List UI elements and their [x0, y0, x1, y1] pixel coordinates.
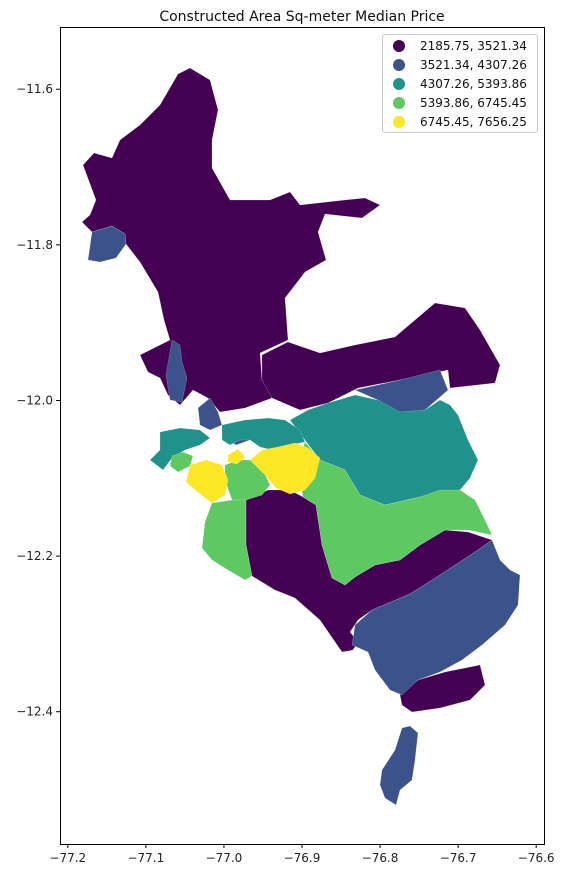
- x-tick-label: −77.1: [127, 851, 164, 865]
- legend-label: 4307.26, 5393.86: [420, 77, 527, 91]
- district-class-4-coast: [201, 499, 253, 581]
- y-tick-label: −11.6: [16, 82, 53, 96]
- y-tick-label: −11.8: [16, 238, 53, 252]
- y-tick-label: −12.4: [16, 705, 53, 719]
- legend-label: 6745.45, 7656.25: [420, 115, 527, 129]
- district-class-5-small: [227, 448, 246, 465]
- district-class-4-southeast: [297, 441, 493, 586]
- district-class-5-center: [249, 442, 321, 495]
- district-class-2-west-enclave: [87, 225, 127, 263]
- x-tick-label: −77.2: [49, 851, 86, 865]
- district-class-1-east: [261, 302, 501, 411]
- x-axis-ticks: −77.2 −77.1 −77.0 −76.9 −76.8 −76.7 −76.6: [49, 844, 555, 865]
- chart-title: Constructed Area Sq-meter Median Price: [159, 9, 444, 25]
- district-class-2-southeast: [351, 539, 521, 696]
- legend-box: [382, 34, 538, 133]
- district-class-3-west: [149, 427, 211, 471]
- legend-marker: [393, 78, 405, 90]
- district-class-5-west: [185, 459, 229, 504]
- district-class-2-north-strip: [165, 339, 188, 403]
- legend-marker: [393, 97, 405, 109]
- district-class-2-far-south: [379, 725, 419, 806]
- legend-marker: [393, 59, 405, 71]
- legend-marker: [393, 40, 405, 52]
- district-class-4-center: [224, 459, 271, 501]
- legend: 2185.75, 3521.34 3521.34, 4307.26 4307.26,…: [382, 34, 538, 133]
- legend-marker: [393, 116, 405, 128]
- y-axis-ticks: −11.6 −11.8 −12.0 −12.2 −12.4: [16, 82, 60, 719]
- legend-label: 3521.34, 4307.26: [420, 58, 527, 72]
- x-tick-label: −76.9: [284, 851, 321, 865]
- x-tick-label: −76.6: [518, 851, 555, 865]
- x-tick-label: −76.8: [362, 851, 399, 865]
- x-tick-label: −76.7: [440, 851, 477, 865]
- legend-label: 5393.86, 6745.45: [420, 96, 527, 110]
- legend-label: 2185.75, 3521.34: [420, 39, 527, 53]
- x-tick-label: −77.0: [206, 851, 243, 865]
- y-tick-label: −12.0: [16, 393, 53, 407]
- district-class-1-far-south: [399, 664, 486, 713]
- district-class-1-north: [81, 67, 381, 413]
- y-tick-label: −12.2: [16, 549, 53, 563]
- map-area: [81, 67, 521, 806]
